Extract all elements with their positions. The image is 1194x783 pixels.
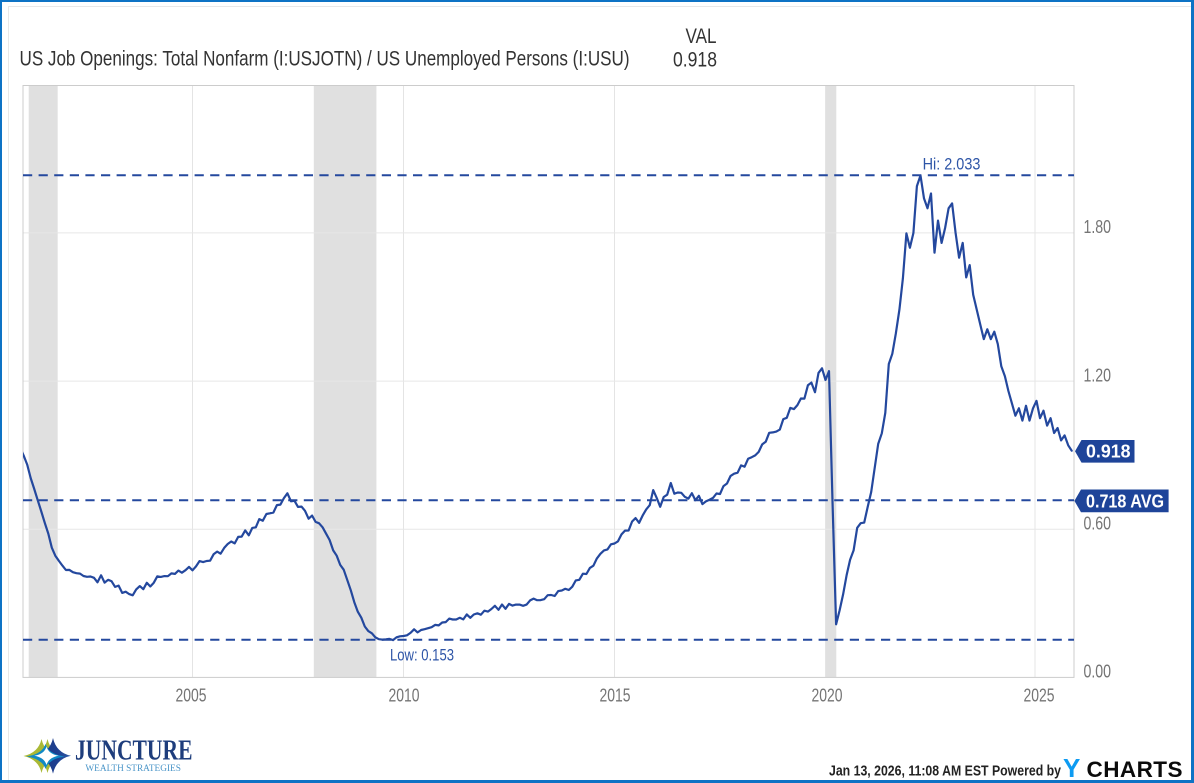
svg-text:0.60: 0.60 (1084, 514, 1112, 534)
svg-text:Y: Y (1063, 753, 1080, 783)
svg-text:2005: 2005 (176, 686, 207, 706)
svg-text:CHARTS: CHARTS (1087, 757, 1183, 782)
svg-text:WEALTH STRATEGIES: WEALTH STRATEGIES (85, 764, 180, 774)
svg-text:Hi: 2.033: Hi: 2.033 (923, 156, 981, 174)
svg-text:0.918: 0.918 (673, 49, 717, 72)
svg-text:1.80: 1.80 (1084, 217, 1112, 237)
svg-text:2020: 2020 (812, 686, 843, 706)
svg-text:US Job Openings: Total Nonfarm: US Job Openings: Total Nonfarm (I:USJOTN… (20, 48, 630, 71)
svg-text:Low: 0.153: Low: 0.153 (390, 647, 454, 665)
svg-text:0.918: 0.918 (1086, 442, 1131, 462)
svg-text:1.20: 1.20 (1084, 365, 1112, 385)
svg-text:0.718 AVG: 0.718 AVG (1086, 491, 1164, 511)
svg-text:2015: 2015 (600, 686, 631, 706)
svg-text:2010: 2010 (389, 686, 420, 706)
svg-text:VAL: VAL (686, 25, 717, 48)
svg-text:Jan 13, 2026, 11:08 AM EST Pow: Jan 13, 2026, 11:08 AM EST Powered by (829, 763, 1061, 779)
svg-text:0.00: 0.00 (1084, 662, 1112, 682)
svg-text:JUNCTURE: JUNCTURE (75, 736, 193, 767)
svg-text:2025: 2025 (1024, 686, 1055, 706)
